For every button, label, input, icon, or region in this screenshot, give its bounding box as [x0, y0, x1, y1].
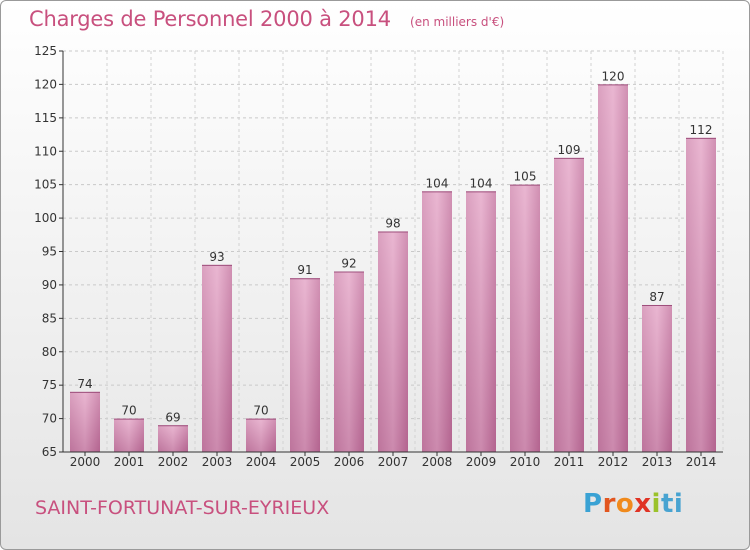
- y-tick-label: 125: [34, 44, 57, 58]
- y-tick-label: 105: [34, 178, 57, 192]
- labels: 65 70 75 80 85 90 95 100 105 110 115 120 125 74 2000 70…: [34, 44, 716, 469]
- bar-value-label: 120: [602, 69, 625, 83]
- logo-letter: i: [651, 489, 661, 519]
- title-row: Charges de Personnel 2000 à 2014 (en mil…: [29, 7, 504, 31]
- bar-shade: [246, 418, 276, 452]
- bar-value-label: 92: [341, 257, 356, 271]
- bar-shade: [554, 157, 584, 452]
- bar-value-label: 112: [690, 123, 713, 137]
- bar-shade: [598, 84, 628, 453]
- chart-subtitle: (en milliers d'€): [410, 15, 505, 29]
- axes: [59, 50, 723, 456]
- y-tick-label: 120: [34, 77, 57, 91]
- bar-shade: [158, 425, 188, 452]
- bars: [70, 84, 716, 453]
- bar-value-label: 74: [77, 377, 92, 391]
- x-tick-label: 2012: [598, 455, 629, 469]
- y-tick-label: 110: [34, 144, 57, 158]
- y-tick-label: 75: [42, 378, 57, 392]
- x-tick-label: 2006: [334, 455, 365, 469]
- x-tick-label: 2010: [510, 455, 541, 469]
- bar-value-label: 91: [297, 263, 312, 277]
- bar-value-label: 69: [165, 410, 180, 424]
- logo-letter: t: [660, 489, 674, 519]
- bar-shade: [466, 191, 496, 452]
- bar-value-label: 109: [558, 143, 581, 157]
- x-tick-label: 2005: [290, 455, 321, 469]
- x-tick-label: 2014: [686, 455, 717, 469]
- bar-value-label: 105: [514, 170, 537, 184]
- x-tick-label: 2004: [246, 455, 277, 469]
- bar-value-label: 70: [121, 404, 136, 418]
- y-tick-label: 95: [42, 245, 57, 259]
- y-tick-label: 65: [42, 445, 57, 459]
- y-tick-label: 90: [42, 278, 57, 292]
- chart-title: Charges de Personnel 2000 à 2014: [29, 7, 391, 31]
- bar-shade: [334, 271, 364, 452]
- x-tick-label: 2002: [158, 455, 189, 469]
- logo-letter: x: [634, 489, 652, 519]
- x-tick-label: 2007: [378, 455, 409, 469]
- x-tick-label: 2009: [466, 455, 497, 469]
- y-tick-label: 70: [42, 412, 57, 426]
- bar-value-label: 87: [649, 290, 664, 304]
- bar-shade: [202, 264, 232, 452]
- bar-shade: [70, 391, 100, 452]
- bar-shade: [642, 304, 672, 452]
- bar-shade: [422, 191, 452, 452]
- bar-shade: [686, 137, 716, 452]
- x-tick-label: 2001: [114, 455, 145, 469]
- y-tick-label: 85: [42, 311, 57, 325]
- x-tick-label: 2013: [642, 455, 673, 469]
- y-tick-label: 115: [34, 111, 57, 125]
- bar-value-label: 98: [385, 216, 400, 230]
- bar-value-label: 93: [209, 250, 224, 264]
- bar-value-label: 70: [253, 404, 268, 418]
- x-tick-label: 2011: [554, 455, 585, 469]
- logo-letter: i: [673, 489, 684, 519]
- y-tick-label: 100: [34, 211, 57, 225]
- bar-value-label: 104: [470, 176, 493, 190]
- bar-shade: [510, 184, 540, 452]
- bar-shade: [290, 278, 320, 452]
- x-tick-label: 2008: [422, 455, 453, 469]
- proxiti-logo: Proxiti: [583, 489, 683, 519]
- x-tick-label: 2003: [202, 455, 233, 469]
- y-tick-label: 80: [42, 345, 57, 359]
- x-tick-label: 2000: [70, 455, 101, 469]
- bar-shade: [378, 231, 408, 452]
- logo-letter: P: [583, 489, 603, 519]
- bar-shade: [114, 418, 144, 452]
- logo-letter: o: [615, 489, 635, 519]
- bar-value-label: 104: [426, 176, 449, 190]
- commune-name: SAINT-FORTUNAT-SUR-EYRIEUX: [35, 497, 330, 519]
- logo-letter: r: [602, 489, 616, 519]
